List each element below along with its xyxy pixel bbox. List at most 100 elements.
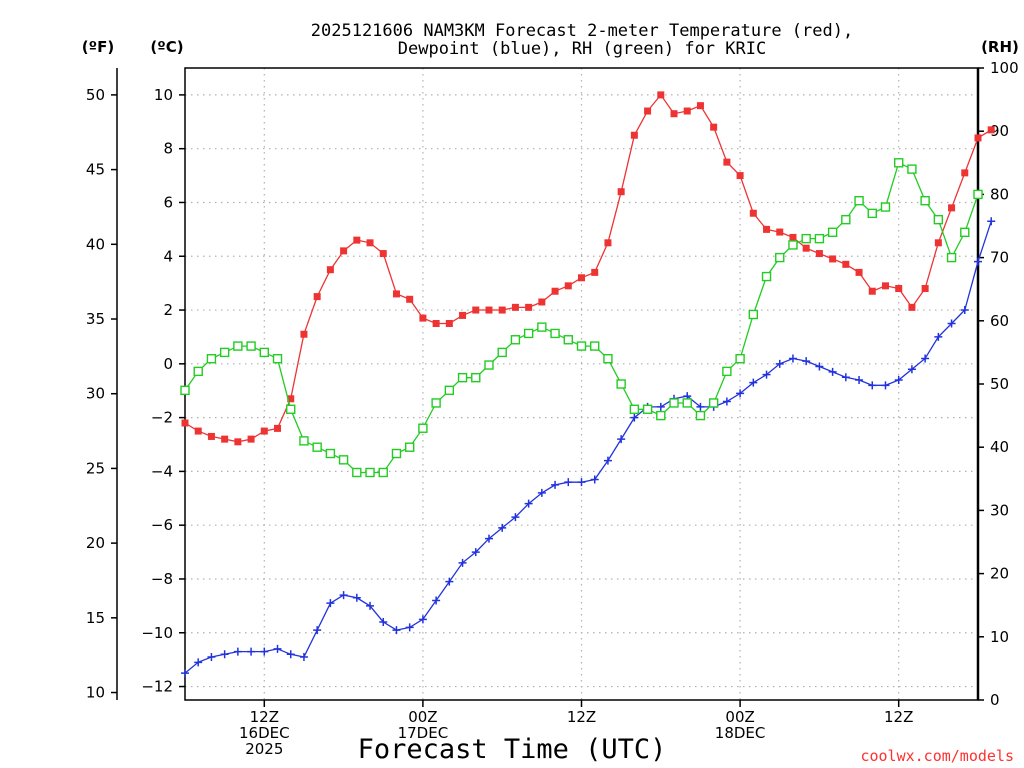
data-point (484, 534, 493, 543)
fahrenheit-tick-label: 35 (86, 310, 105, 328)
data-point (459, 311, 467, 319)
data-point (181, 419, 189, 427)
data-point (404, 442, 415, 452)
data-point (379, 250, 387, 258)
data-point (617, 188, 625, 196)
data-point (405, 623, 414, 632)
celsius-tick-label: 6 (163, 193, 173, 211)
celsius-tick-label: 0 (163, 355, 173, 373)
data-point (563, 335, 573, 345)
data-point (669, 398, 679, 408)
data-point (300, 330, 308, 338)
data-point (735, 354, 745, 364)
data-point (379, 618, 388, 627)
data-point (207, 652, 216, 661)
data-point (418, 615, 427, 624)
data-point (657, 91, 665, 99)
data-point (829, 255, 837, 263)
data-point (763, 225, 771, 233)
data-series (180, 91, 996, 678)
data-point (260, 427, 268, 435)
data-point (695, 410, 706, 421)
data-point (880, 202, 891, 212)
data-point (881, 282, 889, 290)
data-point (247, 647, 256, 656)
celsius-tick-label: −6 (151, 516, 173, 534)
data-point (987, 126, 995, 134)
data-point (855, 268, 863, 276)
data-point (814, 233, 825, 244)
data-point (696, 102, 704, 110)
data-point (247, 435, 255, 443)
time-tick-label: 18DEC (715, 724, 766, 742)
rh-tick-label: 80 (990, 185, 1009, 203)
data-point (432, 319, 440, 327)
data-point (339, 591, 348, 600)
data-point (881, 381, 890, 390)
data-point (894, 158, 904, 168)
data-point (406, 295, 414, 303)
data-point (392, 626, 401, 635)
data-point (272, 354, 283, 364)
data-point (603, 354, 613, 364)
rh-tick-label: 70 (990, 249, 1009, 267)
data-point (789, 233, 797, 241)
data-point (326, 266, 334, 274)
data-point (233, 341, 243, 351)
data-point (815, 250, 823, 258)
data-point (630, 131, 638, 139)
fahrenheit-tick-label: 20 (86, 534, 105, 552)
data-point (472, 306, 480, 314)
data-point (920, 196, 930, 206)
series-relative-humidity (180, 158, 983, 478)
x-axis-label: Forecast Time (UTC) (358, 734, 667, 765)
data-point (577, 478, 586, 487)
data-point (233, 647, 242, 656)
chart-title-line-2: Dewpoint (blue), RH (green) for KRIC (398, 39, 766, 59)
data-point (921, 354, 930, 363)
fahrenheit-unit-label: (ºF) (82, 38, 114, 56)
data-point (274, 424, 282, 432)
data-point (286, 404, 296, 414)
data-point (523, 328, 534, 339)
data-point (696, 402, 705, 411)
data-point (736, 172, 744, 180)
data-point (525, 303, 533, 311)
data-point (854, 196, 864, 206)
data-point (220, 650, 229, 659)
data-point (868, 381, 877, 390)
data-point (378, 467, 388, 478)
data-point (604, 239, 612, 247)
data-point (974, 134, 982, 142)
data-point (656, 410, 666, 421)
data-point (431, 398, 441, 408)
data-point (775, 252, 785, 263)
data-point (987, 217, 996, 226)
data-point (180, 385, 190, 396)
data-point (590, 475, 599, 484)
gridlines (185, 68, 978, 700)
data-point (841, 214, 851, 225)
rh-tick-label: 50 (990, 375, 1009, 393)
data-point (934, 239, 942, 247)
time-tick-label: 2025 (245, 740, 283, 758)
fahrenheit-tick-label: 15 (86, 609, 105, 627)
data-point (511, 303, 519, 311)
data-point (908, 303, 916, 311)
celsius-tick-label: 10 (154, 86, 173, 104)
celsius-unit-label: (ºC) (150, 38, 183, 56)
celsius-tick-label: 2 (163, 301, 173, 319)
rh-tick-label: 0 (990, 691, 1000, 709)
celsius-axis: 10 8 6 4 2 0 −2 −4 −6 −8 −10 −12 (141, 86, 185, 696)
data-point (907, 365, 916, 374)
data-point (775, 359, 784, 368)
data-point (497, 347, 507, 358)
data-point (948, 204, 956, 212)
rh-tick-label: 90 (990, 122, 1009, 140)
data-point (221, 435, 229, 443)
data-point (181, 669, 189, 678)
data-point (511, 513, 520, 522)
data-point (576, 341, 587, 351)
data-point (194, 658, 203, 667)
